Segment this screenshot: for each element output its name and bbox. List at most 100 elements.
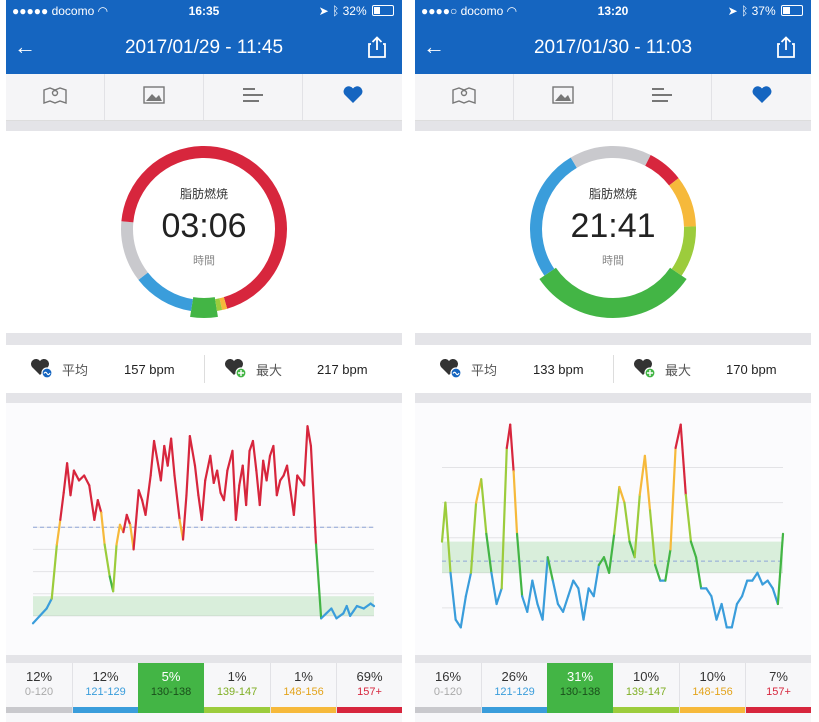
hr-line-segment bbox=[314, 543, 323, 620]
back-arrow-icon[interactable]: ← bbox=[14, 34, 36, 59]
hr-line-segment bbox=[93, 499, 99, 521]
battery-icon bbox=[372, 5, 394, 16]
zone-range: 148-156 bbox=[283, 686, 324, 698]
hr-line-segment bbox=[469, 501, 478, 574]
zone-range: 0-120 bbox=[24, 686, 54, 698]
tab-map[interactable] bbox=[6, 74, 105, 120]
ring-time: 03:06 bbox=[161, 207, 247, 245]
target-zone-band bbox=[33, 596, 374, 616]
hr-line-segment bbox=[193, 464, 200, 497]
spacer bbox=[6, 121, 402, 131]
tab-splits[interactable] bbox=[204, 74, 303, 120]
hr-line-segment bbox=[512, 470, 519, 535]
zone-color-bar bbox=[6, 707, 72, 713]
hr-line-segment bbox=[222, 469, 229, 502]
hr-line-segment bbox=[96, 499, 103, 514]
tab-splits[interactable] bbox=[613, 74, 712, 120]
list-bars-icon bbox=[651, 87, 673, 108]
hr-line-segment bbox=[137, 489, 144, 502]
zone-summary: 16% 0-120 26% 121-129 31% 130-138 10% 139-147 10… bbox=[415, 663, 811, 722]
hr-line-segment bbox=[643, 454, 652, 512]
hr-line-segment bbox=[149, 439, 156, 477]
hr-line-segment bbox=[735, 595, 744, 606]
heart-max-icon bbox=[633, 357, 657, 382]
hr-line-segment bbox=[449, 571, 457, 621]
zone-color-bar bbox=[138, 707, 204, 713]
hr-line-segment bbox=[684, 493, 693, 543]
battery-percent: 32% bbox=[342, 4, 367, 18]
zone-percent: 69% bbox=[356, 669, 383, 684]
back-arrow-icon[interactable]: ← bbox=[423, 34, 445, 59]
zone-percent: 1% bbox=[227, 669, 247, 684]
tab-heart-rate[interactable] bbox=[303, 74, 402, 120]
hr-line-segment bbox=[577, 587, 585, 621]
spacer bbox=[415, 393, 811, 403]
zone-range: 130-138 bbox=[559, 686, 601, 698]
hr-line-segment bbox=[72, 469, 81, 482]
heart-icon bbox=[342, 85, 364, 109]
bluetooth-icon: ᛒ bbox=[332, 4, 340, 18]
hr-line-segment bbox=[251, 439, 258, 472]
tab-map[interactable] bbox=[415, 74, 514, 120]
hr-line-segment bbox=[309, 444, 318, 546]
zone-cell-2: 5% 130-138 bbox=[138, 663, 204, 713]
hr-line-segment bbox=[618, 485, 626, 504]
hr-chart bbox=[6, 403, 402, 655]
hr-line-segment bbox=[551, 579, 560, 606]
heart-avg-icon bbox=[439, 357, 463, 382]
avg-label: 平均 bbox=[471, 362, 498, 378]
hr-line-segment bbox=[144, 474, 152, 517]
map-icon bbox=[42, 85, 68, 110]
hr-line-segment bbox=[234, 484, 241, 521]
hr-line-segment bbox=[55, 518, 62, 546]
screen-right: ●●●●○ docomo ◠ 13:20 ➤ ᛒ 37% ← 2017/01/3… bbox=[415, 0, 811, 722]
hr-line-segment bbox=[602, 556, 611, 574]
hr-line-segment bbox=[258, 459, 265, 507]
hr-line-segment bbox=[495, 587, 503, 606]
zone-range: 139-147 bbox=[216, 686, 258, 698]
status-icons: ➤ ᛒ 32% bbox=[319, 4, 394, 18]
hr-line-segment bbox=[231, 449, 237, 521]
zone-range: 121-129 bbox=[85, 686, 126, 698]
hr-line-segment bbox=[500, 446, 508, 590]
max-value: 170 bpm bbox=[726, 361, 777, 377]
ring-segment-zone-0 bbox=[121, 221, 149, 280]
zone-color-bar bbox=[271, 707, 336, 713]
ring-segment-zone-2 bbox=[539, 267, 687, 318]
zone-ring bbox=[121, 146, 287, 318]
ring-time: 21:41 bbox=[570, 207, 656, 245]
hr-line-segment bbox=[77, 474, 86, 482]
tab-photos[interactable] bbox=[514, 74, 613, 120]
hr-line-segment bbox=[592, 563, 600, 598]
hr-line-segment bbox=[459, 595, 467, 629]
zone-color-bar bbox=[746, 707, 811, 713]
zone-cell-3: 1% 139-147 bbox=[204, 663, 270, 713]
hr-line-segment bbox=[766, 579, 774, 590]
zone-percent: 12% bbox=[25, 669, 53, 684]
hr-line-segment bbox=[38, 607, 48, 618]
zone-range: 139-147 bbox=[625, 686, 667, 698]
zone-range: 148-156 bbox=[692, 686, 733, 698]
share-icon[interactable] bbox=[368, 36, 386, 63]
share-icon[interactable] bbox=[777, 36, 795, 63]
hr-line-segment bbox=[355, 604, 365, 610]
zone-cell-1: 26% 121-129 bbox=[481, 663, 547, 713]
hr-line-segment bbox=[31, 614, 41, 625]
ring-unit: 時間 bbox=[602, 255, 624, 267]
zone-cell-4: 1% 148-156 bbox=[270, 663, 336, 713]
hr-line-segment bbox=[265, 454, 272, 482]
heart-rate-series bbox=[31, 425, 376, 625]
hr-line-segment bbox=[362, 602, 372, 610]
hr-line-segment bbox=[597, 556, 606, 567]
hr-line-segment bbox=[245, 449, 251, 507]
zone-percent: 26% bbox=[501, 669, 528, 684]
tab-photos[interactable] bbox=[105, 74, 204, 120]
tab-heart-rate[interactable] bbox=[712, 74, 811, 120]
hr-line-segment bbox=[292, 474, 299, 517]
zone-color-bar bbox=[613, 707, 679, 713]
heart-rate-series bbox=[440, 423, 785, 629]
zone-ring-panel: 脂肪燃焼 03:06 時間 bbox=[6, 131, 402, 333]
ring-segment-zone-0 bbox=[570, 146, 651, 168]
hr-line-segment bbox=[664, 548, 672, 582]
zone-cell-0: 16% 0-120 bbox=[415, 663, 481, 713]
